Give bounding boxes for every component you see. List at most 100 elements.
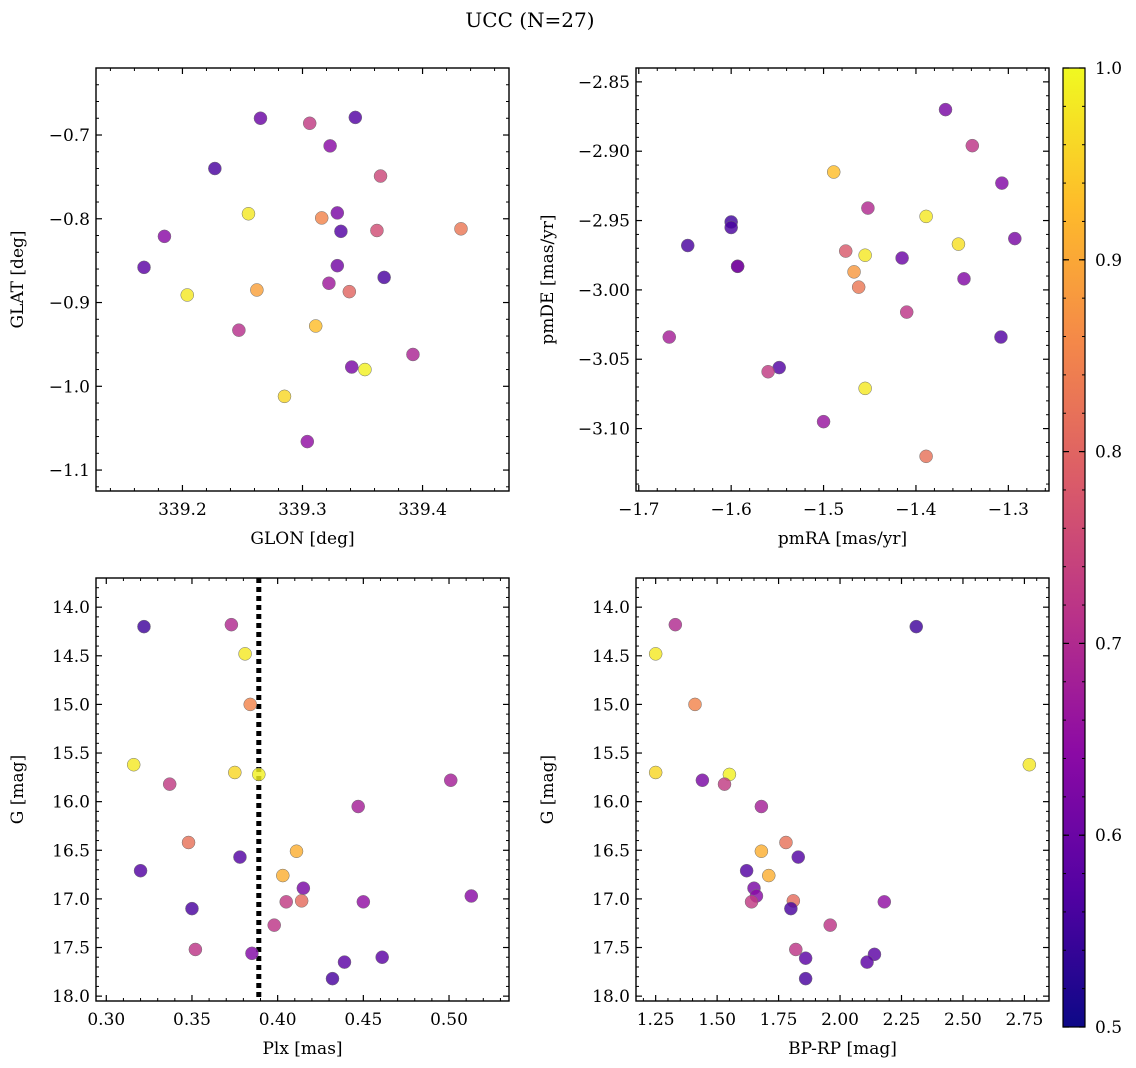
- scatter-point: [724, 220, 738, 235]
- x-tick-label: −1.5: [803, 500, 844, 520]
- scatter-point: [784, 901, 798, 916]
- x-tick-label: −1.4: [895, 500, 936, 520]
- scatter-point: [406, 347, 420, 362]
- y-tick-label: 16.5: [592, 841, 630, 861]
- scatter-point: [232, 323, 246, 337]
- scatter-point: [895, 251, 909, 265]
- colorbar-tick-label: 0.5: [1095, 1018, 1122, 1038]
- scatter-point: [252, 767, 266, 782]
- scatter-point: [267, 918, 281, 932]
- x-tick-label: −1.6: [711, 500, 752, 520]
- x-tick-label: 2.75: [1005, 1010, 1043, 1030]
- y-tick-label: 14.0: [592, 598, 630, 618]
- scatter-point: [279, 895, 293, 909]
- scatter-point: [957, 272, 971, 286]
- scatter-point: [648, 647, 663, 661]
- scatter-point: [909, 619, 923, 634]
- scatter-points: [648, 617, 1037, 986]
- x-tick-label: 0.30: [87, 1010, 125, 1030]
- scatter-point: [296, 881, 311, 895]
- x-tick-label: 2.50: [944, 1010, 982, 1030]
- axes-frame: [635, 67, 1050, 492]
- x-axis-label: Plx [mas]: [262, 1039, 342, 1059]
- y-tick-label: 16.0: [592, 793, 630, 813]
- y-axis-label: GLAT [deg]: [8, 230, 28, 328]
- scatter-point: [816, 414, 831, 429]
- figure-title: UCC (N=27): [465, 8, 594, 32]
- scatter-point: [454, 222, 468, 236]
- panel-2: −1.7 −1.6 −1.5 −1.4 −1.3 −3.10 −3.05 −3.00 −2.95…: [538, 67, 1050, 549]
- scatter-point: [826, 165, 841, 179]
- y-tick-label: 16.0: [52, 793, 90, 813]
- scatter-point: [224, 617, 239, 632]
- scatter-point: [377, 270, 391, 285]
- scatter-point: [695, 773, 710, 788]
- scatter-point: [995, 176, 1009, 190]
- scatter-point: [919, 209, 933, 224]
- scatter-point: [877, 895, 892, 909]
- y-tick-label: 17.5: [52, 939, 90, 959]
- scatter-points: [126, 617, 479, 986]
- y-tick-label: −0.8: [49, 210, 90, 230]
- y-tick-label: −3.00: [578, 281, 630, 301]
- scatter-point: [464, 889, 479, 903]
- scatter-point: [860, 955, 874, 969]
- y-tick-label: 17.5: [592, 939, 630, 959]
- y-tick-label: −1.1: [49, 461, 90, 481]
- y-tick-label: 18.0: [592, 987, 630, 1007]
- scatter-point: [344, 360, 359, 374]
- scatter-point: [370, 223, 384, 238]
- scatter-point: [754, 844, 769, 858]
- scatter-point: [789, 942, 803, 957]
- scatter-point: [965, 138, 980, 153]
- scatter-point: [302, 116, 317, 131]
- x-tick-label: 1.25: [637, 1010, 675, 1030]
- y-tick-label: −1.0: [49, 377, 90, 397]
- y-tick-label: −3.10: [578, 420, 630, 440]
- scatter-point: [322, 276, 336, 291]
- scatter-point: [762, 868, 776, 883]
- scatter-point: [308, 319, 323, 333]
- scatter-point: [185, 901, 199, 916]
- y-tick-label: 17.0: [52, 890, 90, 910]
- axes-frame: [635, 577, 1050, 1002]
- scatter-point: [1022, 757, 1037, 772]
- scatter-point: [761, 364, 775, 379]
- scatter-point: [739, 863, 754, 878]
- scatter-point: [133, 863, 148, 878]
- y-tick-label: 15.0: [592, 695, 630, 715]
- scatter-point: [838, 244, 853, 258]
- scatter-point: [162, 777, 177, 791]
- scatter-point: [300, 434, 315, 449]
- colorbar-gradient: [1062, 67, 1086, 1028]
- scatter-point: [730, 259, 745, 274]
- scatter-point: [754, 799, 769, 814]
- y-tick-label: 15.0: [52, 695, 90, 715]
- scatter-point: [188, 942, 203, 957]
- scatter-point: [277, 389, 292, 404]
- scatter-point: [717, 777, 732, 791]
- scatter-point: [241, 206, 256, 221]
- scatter-point: [823, 918, 837, 932]
- scatter-point: [233, 850, 247, 864]
- scatter-point: [325, 971, 340, 986]
- scatter-point: [358, 362, 372, 377]
- y-axis-label: pmDE [mas/yr]: [538, 214, 558, 344]
- x-tick-label: −1.7: [618, 500, 659, 520]
- scatter-point: [680, 238, 695, 253]
- x-tick-label: 1.75: [760, 1010, 798, 1030]
- scatter-point: [899, 305, 914, 319]
- axes-frame: [95, 577, 510, 1002]
- y-axis-label: G [mag]: [538, 755, 558, 824]
- scatter-point: [648, 765, 663, 780]
- colorbar-tick-label: 0.7: [1095, 634, 1122, 654]
- scatter-point: [861, 201, 875, 215]
- y-tick-label: −0.9: [49, 294, 90, 314]
- colorbar-tick-label: 0.9: [1095, 251, 1122, 271]
- scatter-point: [662, 330, 677, 344]
- x-tick-label: 2.25: [883, 1010, 921, 1030]
- x-tick-label: 339.2: [158, 500, 207, 520]
- scatter-point: [330, 206, 345, 220]
- scatter-point: [337, 955, 352, 969]
